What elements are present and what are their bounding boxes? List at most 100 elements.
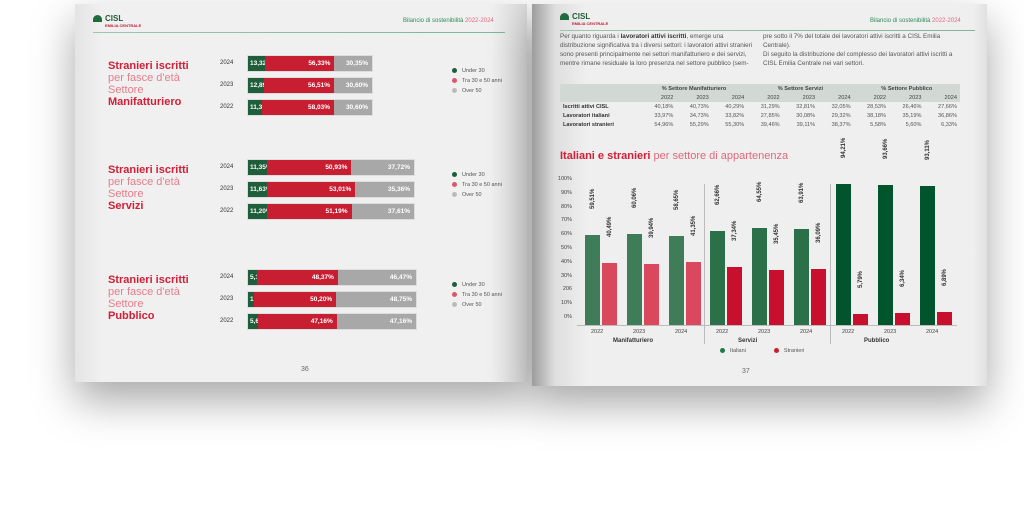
table-cell: 39,11% [796,121,816,128]
report-years: 2022-2024 [465,18,494,24]
x-tick-label: 2024 [675,329,688,335]
title-line: per fasce d'età [108,176,180,188]
report-header: Bilancio di sostenibilità 2022-2024 [403,18,494,24]
bar-italiani [794,228,809,325]
year-header: 2024 [818,93,854,102]
intro-text-col2: pre sotto il 7% del totale dei lavorator… [763,32,959,68]
legend-dot-icon [452,292,457,298]
chart-title: Italiani e stranieri per settore di appa… [560,150,788,162]
table-cell: 6,33% [941,121,957,128]
table-cell: 5,60% [905,121,922,128]
bar-segment-under-30: 11,37% [248,100,272,115]
title-line: Pubblico [108,310,155,322]
column-group-header: % Settore Servizi [747,84,854,93]
page-number: 36 [301,366,309,373]
legend-item: Under 30 [452,170,502,180]
legend-label: Under 30 [462,282,485,288]
bar-segment-over-50: 35,36% [355,182,414,197]
data-label-stranieri: 5,79% [858,270,864,288]
y-tick-label: 206 [562,286,572,293]
chart-title: Stranieri iscritti per fasce d'età Settore… [108,60,189,108]
legend-label: Over 50 [462,192,482,198]
data-label-italiani: 58,65% [674,190,680,211]
legend-label: Tra 30 e 50 anni [462,292,502,298]
data-label-stranieri: 6,89% [942,268,948,286]
legend-dot-icon [452,172,457,178]
bar-segment-under-30: 5,68% [248,314,268,329]
table-cell: 31,29% [760,103,780,110]
y-tick-label: 30% [560,272,572,279]
bar-segment-tra-30-e-50-anni: 56,33% [264,56,335,71]
year-label: 2022 [220,104,234,110]
report-title: Bilancio di sostenibilità [403,18,464,24]
bar-segment-over-50: 47,16% [336,314,416,329]
column-group-header: % Settore Manifatturiero [640,84,748,93]
y-tick-label: 70% [560,217,572,224]
year-label: 2023 [220,296,234,302]
stacked-bar: 11,37% 58,03% 30,60% [248,100,372,115]
sector-table: % Settore Manifatturiero% Settore Serviz… [560,84,960,129]
table-cell: 29,32% [831,112,851,119]
row-label: Lavoratori stranieri [563,121,614,128]
year-label: 2024 [220,164,234,170]
bar-stranieri [853,313,868,325]
bar-segment-tra-30-e-50-anni: 48,37% [256,270,338,285]
intro-text-col1: Per quanto riguarda i lavoratori attivi … [560,32,755,68]
title-line: Stranieri iscritti [108,274,189,286]
report-header: Bilancio di sostenibilità 2022-2024 [870,18,961,24]
bar-segment-over-50: 48,75% [336,292,416,307]
bar-italiani [752,227,767,325]
year-header: 2024 [711,93,748,102]
table-cell: 35,19% [902,112,922,119]
bar-italiani [920,186,935,325]
legend-dot-icon [452,182,457,188]
table-header-row: % Settore Manifatturiero% Settore Serviz… [560,84,960,93]
group-label: Manifatturiero [613,338,654,344]
row-label: Iscritti attivi CISL [563,103,609,110]
table-cell: 26,46% [902,103,922,110]
table-cell: 32,81% [796,103,816,110]
x-tick-label: 2023 [758,329,771,335]
data-label-stranieri: 40,49% [607,216,613,237]
bar-segment-tra-30-e-50-anni: 56,51% [263,78,335,93]
intro-col2b: Di seguito la distribuzione del compless… [763,51,953,67]
bar-segment-under-30: 5,16% [248,270,268,285]
title-line: Settore [108,84,144,96]
legend-label: Over 50 [462,302,482,308]
legend-item: Over 50 [452,190,502,200]
chart-title-rest: per settore di appartenenza [650,150,789,162]
group-divider [704,184,705,344]
y-tick-label: 40% [560,258,572,265]
data-label-stranieri: 35,45% [774,223,780,245]
table-cell: 40,18% [654,103,674,110]
bar-segment-over-50: 46,47% [337,270,416,285]
title-line: Servizi [108,200,144,212]
stacked-bar: 1,05%50,20%48,75% [248,292,416,307]
y-tick-label: 100% [557,176,572,182]
table-corner [560,84,641,93]
bar-segment-under-30: 11,35% [248,160,272,175]
stacked-bar: 13,32% 56,33% 30,35% [248,56,372,71]
bar-segment-tra-30-e-50-anni: 50,93% [266,160,352,175]
legend-label: Under 30 [462,172,485,178]
table-cell: 33,97% [654,112,674,119]
cisl-logo: CISL EMILIA CENTRALE [93,14,141,28]
year-header: 2022 [640,93,677,102]
data-label-italiani: 93,11% [925,140,931,161]
stacked-bar: 11,63% 53,01% 35,36% [248,182,414,197]
cisl-logo: CISL EMILIA CENTRALE [560,12,608,26]
title-line: Manifatturiero [108,96,182,108]
table-cell: 27,66% [938,103,957,110]
bar-segment-over-50: 30,60% [334,100,372,115]
y-tick-label: 50% [560,245,572,251]
legend-dot-icon [452,68,457,74]
x-tick-label: 2022 [591,329,604,335]
bar-stranieri [727,267,742,325]
table-cell: 36,86% [938,112,957,119]
row-label: Lavoratori italiani [563,112,610,119]
table-cell: 34,73% [689,112,709,119]
x-axis [577,325,957,326]
legend-item: Tra 30 e 50 anni [452,76,502,86]
table-row: Lavoratori italiani 33,97% 34,73% 33,82% 27,… [560,111,960,120]
intro-bold: lavoratori attivi iscritti [620,33,687,40]
